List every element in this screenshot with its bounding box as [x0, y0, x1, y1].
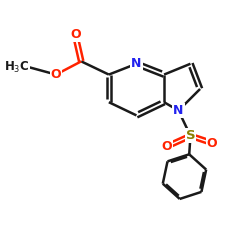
Text: O: O [161, 140, 172, 153]
Text: O: O [70, 28, 80, 42]
Text: N: N [131, 57, 142, 70]
Text: H$_3$C: H$_3$C [4, 60, 30, 75]
Text: O: O [51, 68, 61, 81]
Text: O: O [207, 136, 218, 149]
Text: S: S [186, 129, 195, 142]
Text: N: N [173, 104, 184, 117]
